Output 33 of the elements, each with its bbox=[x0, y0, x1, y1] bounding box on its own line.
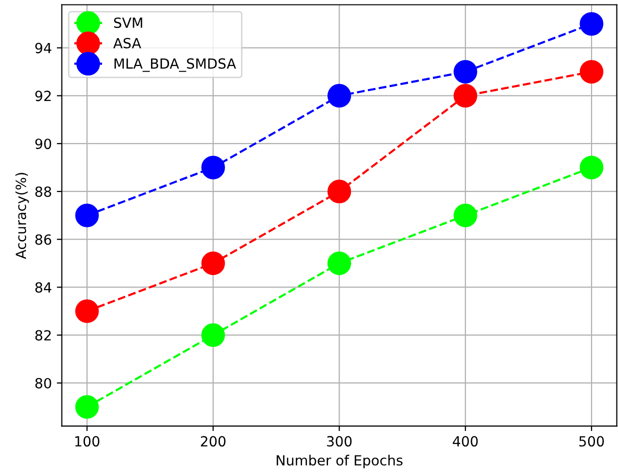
x-tick-label: 200 bbox=[200, 436, 226, 447]
point bbox=[327, 84, 352, 108]
y-axis-title: Accuracy(%) bbox=[15, 172, 29, 260]
point bbox=[201, 251, 225, 276]
x-tick-label: 500 bbox=[579, 436, 604, 447]
x-axis-title: Number of Epochs bbox=[276, 454, 402, 468]
y-tick-label: 90 bbox=[35, 138, 52, 150]
y-tick-label: 94 bbox=[35, 42, 52, 54]
point bbox=[75, 395, 99, 419]
x-tick-label: 400 bbox=[452, 436, 478, 447]
point bbox=[201, 323, 225, 347]
point bbox=[454, 84, 478, 108]
point bbox=[580, 60, 604, 84]
y-tick-label: 84 bbox=[35, 282, 52, 293]
point bbox=[75, 299, 99, 323]
point bbox=[201, 156, 225, 180]
y-tick-label: 86 bbox=[35, 234, 52, 245]
legend-label: MLA_BDA_SMDSA bbox=[114, 58, 236, 72]
point bbox=[75, 204, 99, 228]
legend-label: ASA bbox=[113, 38, 142, 48]
point bbox=[327, 251, 352, 276]
y-tick-label: 80 bbox=[35, 378, 52, 388]
point bbox=[454, 60, 478, 84]
legend-label: SVM bbox=[114, 17, 142, 28]
point bbox=[580, 12, 604, 36]
x-tick-label: 300 bbox=[327, 436, 352, 447]
point bbox=[454, 204, 478, 228]
y-tick-label: 88 bbox=[35, 186, 52, 197]
point bbox=[580, 156, 604, 180]
point bbox=[327, 180, 352, 204]
x-tick-label: 100 bbox=[75, 436, 100, 447]
y-tick-label: 92 bbox=[35, 90, 51, 102]
y-tick-label: 82 bbox=[35, 330, 51, 341]
